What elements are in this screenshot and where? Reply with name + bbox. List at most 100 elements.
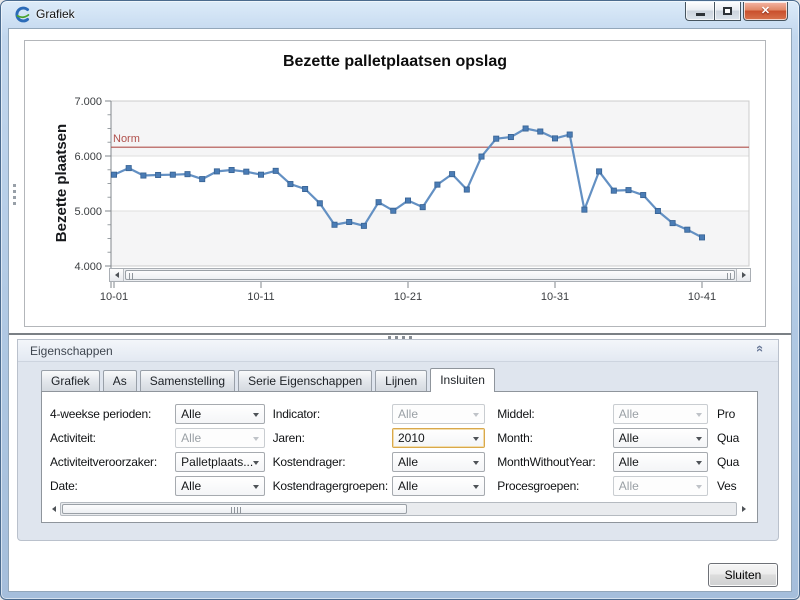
dropdown-value: Alle — [618, 431, 639, 445]
dropdown-value: 2010 — [397, 431, 425, 445]
data-point-marker — [375, 199, 382, 206]
collapse-chevron-icon[interactable]: « — [753, 345, 768, 353]
field-label-kostendrager: Kostendrager: — [272, 455, 346, 469]
dropdown-kostendragergroepen[interactable]: Alle — [391, 476, 486, 496]
window-title: Grafiek — [36, 7, 75, 21]
data-point-marker — [346, 218, 353, 225]
arrow-left-icon — [51, 506, 56, 512]
chevron-down-icon — [252, 413, 259, 417]
dropdown-date[interactable]: Alle — [175, 476, 265, 496]
scroll-right-button[interactable] — [736, 269, 750, 281]
data-point-marker — [699, 234, 706, 241]
thumb-resize-grip-left[interactable] — [128, 273, 134, 280]
chevron-down-icon — [696, 413, 702, 417]
data-point-marker — [522, 125, 529, 132]
app-logo-icon — [14, 6, 31, 23]
data-point-marker — [287, 181, 294, 188]
tab-lijnen[interactable]: Lijnen — [375, 370, 428, 391]
close-icon: ✕ — [760, 4, 771, 17]
data-point-marker — [640, 192, 647, 199]
field-label-jaren: Jaren: — [272, 431, 305, 445]
data-point-marker — [169, 171, 176, 178]
chart-x-scrollbar[interactable] — [109, 268, 751, 282]
tab-samenstelling[interactable]: Samenstelling — [139, 370, 236, 391]
client-area: Bezette palletplaatsen opslag Bezette pl… — [8, 28, 792, 592]
dropdown-value: Alle — [397, 479, 418, 493]
data-point-marker — [537, 128, 544, 135]
left-splitter-grip[interactable] — [11, 182, 18, 206]
data-point-marker — [419, 204, 426, 211]
form-scrollbar-thumb[interactable] — [62, 504, 407, 514]
data-point-marker — [478, 153, 485, 160]
tab-insluiten[interactable]: Insluiten — [430, 368, 495, 392]
dropdown-procesgroepen: Alle — [612, 476, 708, 496]
chevron-down-icon — [473, 485, 480, 489]
data-point-marker — [610, 187, 617, 194]
tab-as[interactable]: As — [102, 370, 137, 391]
dropdown-value: Alle — [397, 407, 418, 421]
data-point-marker — [184, 171, 191, 178]
properties-panel: Eigenschappen « Grafiek As Samenstelling Se… — [17, 339, 779, 541]
norm-line-label: Norm — [113, 133, 140, 146]
maximize-button[interactable] — [714, 2, 741, 21]
splitter-grip-dots — [386, 336, 414, 339]
data-point-marker — [316, 200, 323, 207]
y-axis-tick-label: 6.000 — [74, 151, 102, 163]
scroll-left-button[interactable] — [110, 269, 124, 281]
thumb-grip — [230, 507, 242, 514]
dropdown-kostendrager[interactable]: Alle — [391, 452, 486, 472]
dropdown-monthwithoutyear[interactable]: Alle — [612, 452, 708, 472]
data-point-marker — [125, 165, 132, 172]
chart-scrollbar-track[interactable] — [124, 269, 736, 281]
close-button[interactable]: ✕ — [743, 2, 788, 21]
field-label-4-weekse-perioden: 4-weekse perioden: — [50, 407, 152, 421]
chevron-down-icon — [696, 461, 702, 465]
chart-title: Bezette palletplaatsen opslag — [282, 53, 508, 70]
splitter-bar — [9, 333, 791, 335]
plot-band — [111, 211, 749, 266]
horizontal-splitter[interactable] — [9, 333, 791, 340]
chart-panel: Bezette palletplaatsen opslag Bezette pl… — [24, 40, 766, 327]
chevron-down-icon — [696, 485, 702, 489]
minimize-button[interactable] — [685, 2, 714, 21]
form-h-scrollbar[interactable] — [47, 502, 750, 516]
data-point-marker — [566, 131, 573, 138]
dropdown-month[interactable]: Alle — [612, 428, 708, 448]
dropdown-4-weekse-perioden[interactable]: Alle — [175, 404, 265, 424]
form-scrollbar-track[interactable] — [60, 502, 737, 516]
x-axis-tick-label: 10-21 — [394, 291, 422, 303]
dropdown-activiteitveroorzaker[interactable]: Palletplaats... — [175, 452, 265, 472]
chevron-down-icon — [473, 437, 480, 441]
data-point-marker — [434, 181, 441, 188]
sluiten-button[interactable]: Sluiten — [708, 563, 778, 587]
form-scroll-right-button[interactable] — [737, 502, 750, 516]
properties-header: Eigenschappen « — [18, 340, 778, 362]
form-row: Date: Alle Kostendragergroepen: Alle Procesg… — [50, 474, 757, 498]
chart-scrollbar-thumb[interactable] — [125, 270, 735, 280]
form-row: Activiteit: Alle Jaren: 2010 Month: Alle Qua — [50, 426, 757, 450]
dropdown-value: Palletplaats... — [181, 455, 254, 469]
dropdown-jaren[interactable]: 2010 — [391, 428, 486, 448]
data-point-marker — [654, 207, 661, 214]
tab-serie-eigenschappen[interactable]: Serie Eigenschappen — [238, 370, 373, 391]
data-point-marker — [243, 168, 250, 175]
tab-grafiek[interactable]: Grafiek — [41, 370, 100, 391]
thumb-resize-grip-right[interactable] — [726, 273, 732, 280]
titlebar[interactable]: Grafiek ✕ — [1, 1, 799, 28]
data-point-marker — [493, 135, 500, 142]
data-point-marker — [213, 168, 220, 175]
data-point-marker — [272, 167, 279, 174]
dropdown-value: Alle — [181, 479, 202, 493]
clipped-field-label: Qua — [717, 455, 740, 469]
dropdown-value: Alle — [618, 455, 639, 469]
data-point-marker — [507, 134, 514, 141]
data-point-marker — [257, 171, 264, 178]
chevron-down-icon — [252, 461, 259, 465]
data-point-marker — [684, 226, 691, 233]
line-chart: 7.000 6.000 5.000 4.000 10-01 10-11 10-21 10-31… — [74, 96, 750, 303]
form-scroll-left-button[interactable] — [47, 502, 60, 516]
field-label-procesgroepen: Procesgroepen: — [497, 479, 580, 493]
x-axis-tick-label: 10-01 — [100, 291, 128, 303]
filter-form: 4-weekse perioden: Alle Indicator: Alle Midd… — [41, 391, 758, 523]
properties-header-label: Eigenschappen — [30, 344, 113, 358]
